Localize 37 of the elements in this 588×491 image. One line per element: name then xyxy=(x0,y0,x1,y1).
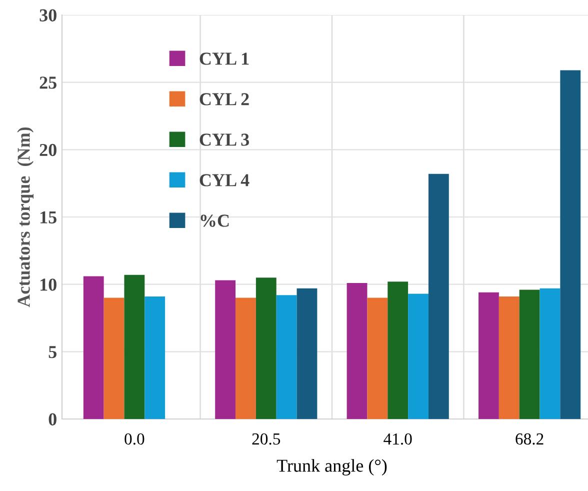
x-axis-title: Trunk angle (°) xyxy=(276,459,387,476)
y-axis-title: Actuators torque (Nm) xyxy=(17,127,34,308)
bar xyxy=(428,174,449,419)
bar xyxy=(560,70,581,419)
bar xyxy=(540,288,560,419)
bar xyxy=(104,298,124,419)
bar xyxy=(83,276,104,419)
bar xyxy=(144,296,166,419)
x-tick-label: 0.0 xyxy=(124,433,144,445)
y-tick-label: 15 xyxy=(40,211,56,224)
bar xyxy=(236,298,256,419)
y-tick-label: 5 xyxy=(48,346,56,358)
bar xyxy=(296,288,318,419)
y-tick-label: 30 xyxy=(40,9,56,22)
legend-label: %C xyxy=(200,214,229,227)
y-tick-label: 25 xyxy=(40,76,56,89)
bar xyxy=(388,282,408,419)
bar xyxy=(124,274,145,419)
x-tick-label: 68.2 xyxy=(516,433,544,445)
bar xyxy=(215,280,236,419)
y-tick-label: 0 xyxy=(48,413,56,426)
bar xyxy=(367,298,388,419)
legend-label: CYL 4 xyxy=(200,174,250,186)
bar xyxy=(478,292,499,419)
bar xyxy=(256,278,276,419)
bar xyxy=(408,294,428,419)
bar xyxy=(519,290,540,419)
bar xyxy=(346,282,368,419)
y-tick-label: 20 xyxy=(40,144,56,156)
legend-label: CYL 1 xyxy=(200,52,249,65)
legend-label: CYL 3 xyxy=(200,134,249,146)
y-tick-label: 10 xyxy=(40,278,56,291)
x-tick-label: 20.5 xyxy=(252,433,280,445)
bar xyxy=(498,296,520,419)
legend-label: CYL 2 xyxy=(200,93,249,106)
bar xyxy=(276,295,297,419)
x-tick-label: 41.0 xyxy=(384,433,412,445)
